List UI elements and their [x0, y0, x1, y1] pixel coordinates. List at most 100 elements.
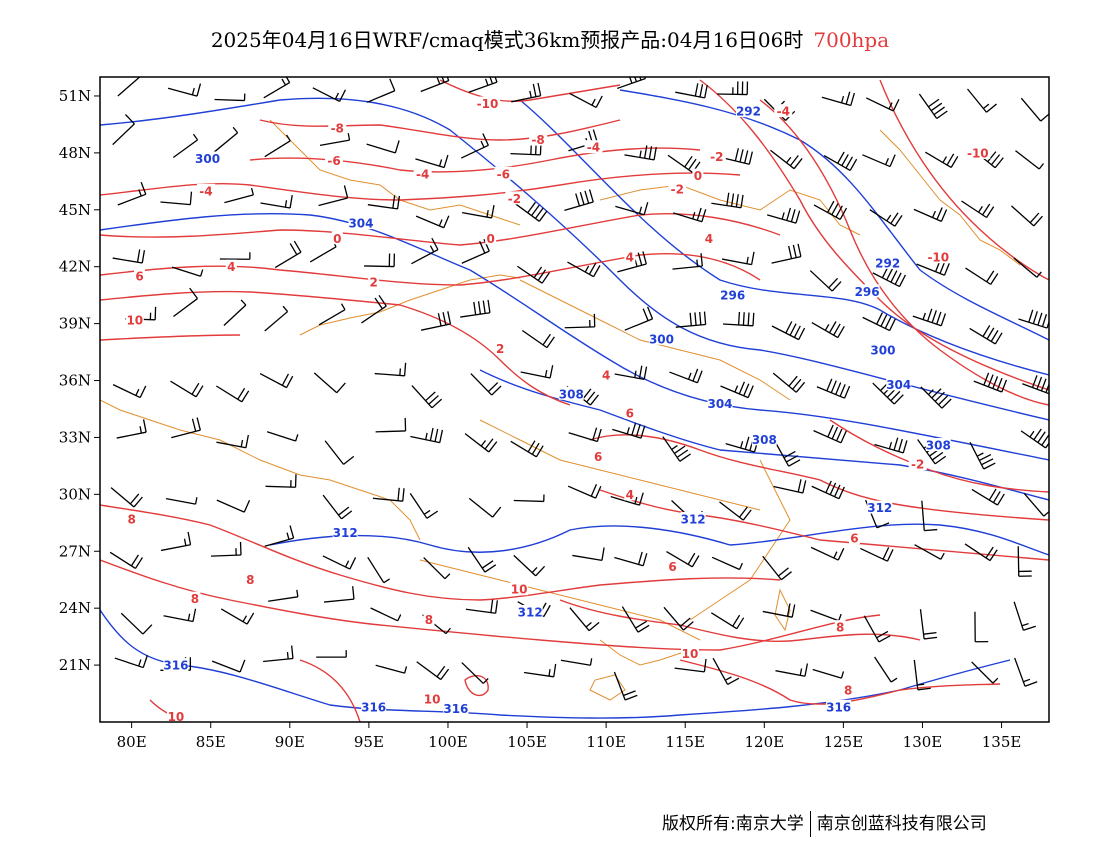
wind-barb — [464, 433, 498, 453]
borders-layer — [100, 119, 1021, 701]
wind-barb — [914, 544, 945, 560]
wind-barb — [862, 154, 896, 168]
wind-barb — [468, 497, 502, 518]
wind-barb — [809, 270, 842, 292]
wind-barb — [711, 192, 744, 209]
wind-barb — [967, 88, 997, 113]
temperature-contour-label-bg — [423, 612, 435, 626]
height-contour-label-bg — [558, 386, 584, 400]
wind-barb — [564, 313, 596, 329]
wind-barb — [264, 134, 291, 158]
height-contour-label: 312 — [518, 605, 543, 619]
lat-tick-label: 42N — [59, 258, 91, 276]
wind-barb — [409, 492, 439, 519]
wind-barb — [516, 265, 551, 284]
temperature-contour-label: 10 — [168, 710, 185, 724]
wind-barb — [860, 547, 894, 562]
wind-barb — [1023, 493, 1049, 517]
wind-barb — [372, 487, 405, 502]
wind-barb — [811, 321, 845, 339]
height-contour-label: 308 — [752, 433, 777, 447]
lon-tick-label: 125E — [824, 733, 864, 751]
temperature-contour — [100, 213, 781, 246]
height-contour-label: 312 — [867, 501, 892, 515]
wind-barb — [672, 253, 703, 270]
temperature-contour-label-bg — [368, 274, 380, 288]
wind-barb — [816, 378, 851, 399]
wind-barb — [775, 663, 809, 677]
wind-barb — [462, 205, 495, 219]
wind-barb — [322, 494, 353, 520]
wind-barb — [375, 664, 408, 674]
temperature-contour-label-bg — [842, 682, 854, 696]
temperature-contour-label-bg — [908, 457, 927, 470]
temperature-contour-label-bg — [189, 591, 201, 605]
height-contour-label-bg — [925, 438, 951, 452]
copyright-separator — [809, 811, 811, 837]
wind-barb — [112, 114, 135, 146]
border-line — [599, 639, 691, 666]
wind-barb — [912, 308, 947, 327]
lat-tick-label: 39N — [59, 315, 91, 333]
temperature-contour — [249, 147, 701, 173]
temperature-contour-label: -10 — [967, 146, 989, 160]
wind-barb — [415, 215, 450, 229]
wind-barb — [913, 207, 948, 222]
wind-barb — [971, 488, 1005, 506]
height-contour-label: 308 — [559, 387, 584, 401]
wind-barb — [1010, 205, 1043, 227]
lon-tick-label: 110E — [586, 733, 626, 751]
temperature-contour-label: 10 — [126, 313, 143, 327]
temperature-contour-label-bg — [624, 250, 636, 264]
wind-barb — [510, 440, 544, 458]
height-contour-label-bg — [361, 699, 387, 713]
temperature-contour-label: -4 — [777, 105, 790, 119]
lon-tick-label: 120E — [745, 733, 785, 751]
wind-barb — [1013, 601, 1036, 631]
temperature-contour-label-bg — [774, 104, 793, 118]
wind-barb — [112, 249, 146, 264]
temperature-contour-label-bg — [668, 181, 687, 195]
wind-barb — [214, 126, 239, 153]
wind-barb — [862, 312, 896, 332]
wind-barb — [219, 252, 251, 260]
wind-barb — [220, 608, 255, 625]
wind-barb — [773, 479, 807, 494]
wind-barb — [767, 207, 801, 224]
height-contour-label: 304 — [886, 378, 911, 392]
height-contour-label: 312 — [681, 513, 706, 527]
wind-barb — [971, 661, 999, 684]
temperature-contour-label: 0 — [694, 169, 702, 183]
wind-barb — [614, 365, 648, 381]
wind-barb — [913, 659, 931, 691]
temperature-contour-label-bg — [965, 145, 991, 159]
wind-barb — [513, 494, 545, 503]
height-contour-label-bg — [332, 525, 358, 539]
wind-barb — [160, 191, 193, 206]
temperature-contour-label-bg — [624, 405, 636, 419]
height-contour-304 — [100, 212, 1049, 461]
wind-barb — [674, 658, 707, 673]
wind-barb — [110, 487, 143, 508]
height-contour-label: 316 — [163, 659, 188, 673]
wind-barb — [675, 83, 708, 99]
wind-barb — [722, 311, 755, 327]
temperature-contour-label-bg — [692, 168, 704, 182]
wind-barb — [461, 238, 490, 264]
height-contour-label: 316 — [443, 702, 468, 716]
wind-barb — [210, 542, 242, 557]
border-line — [269, 119, 521, 226]
border-line — [519, 279, 791, 401]
wind-barb — [969, 325, 1003, 345]
lat-tick-label: 24N — [59, 599, 91, 617]
height-contours-layer — [100, 89, 1049, 719]
wind-barb — [810, 609, 842, 622]
wind-barb — [264, 305, 289, 332]
wind-barb — [866, 97, 900, 112]
wind-barb — [411, 237, 439, 265]
temperature-contour-label-bg — [196, 183, 215, 197]
wind-barbs-layer — [109, 77, 1049, 701]
wind-barb — [420, 311, 452, 331]
temperature-contour-label-bg — [848, 530, 860, 544]
wind-barb — [420, 77, 450, 93]
